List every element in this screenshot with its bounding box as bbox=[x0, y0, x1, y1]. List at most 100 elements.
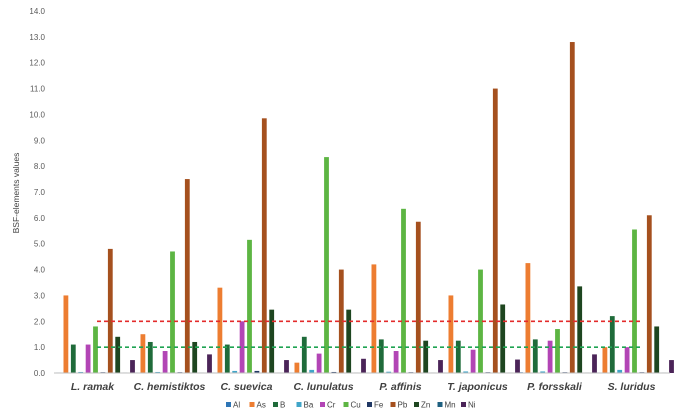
legend-label-ni: Ni bbox=[468, 401, 476, 410]
bar-cr-5 bbox=[393, 351, 399, 373]
bar-b-4 bbox=[301, 336, 307, 373]
bar-b-3 bbox=[224, 344, 230, 373]
legend-label-mn: Mn bbox=[445, 401, 456, 410]
legend-swatch-al bbox=[226, 402, 231, 407]
bars bbox=[56, 42, 674, 373]
legend-swatch-b bbox=[273, 402, 278, 407]
bar-pb-5 bbox=[415, 221, 421, 373]
bar-pb-4 bbox=[338, 269, 344, 373]
bar-zn-8 bbox=[654, 326, 660, 373]
bar-cr-7 bbox=[547, 340, 553, 373]
category-label: C. suevica bbox=[221, 381, 273, 393]
bar-ba-8 bbox=[617, 369, 623, 373]
bar-b-8 bbox=[609, 316, 615, 373]
bar-b-7 bbox=[532, 339, 538, 373]
bar-pb-6 bbox=[492, 88, 498, 373]
y-tick-label: 9.0 bbox=[34, 136, 46, 145]
legend-label-pb: Pb bbox=[398, 401, 408, 410]
y-tick-label: 4.0 bbox=[34, 266, 46, 275]
bar-zn-2 bbox=[192, 341, 198, 373]
bar-zn-7 bbox=[577, 286, 583, 373]
bar-fe-4 bbox=[331, 371, 337, 373]
category-labels: L. ramak C. hemistiktos C. suevica C. lunul… bbox=[71, 381, 656, 393]
bar-ba-6 bbox=[463, 371, 469, 373]
y-tick-label: 7.0 bbox=[34, 188, 46, 197]
y-tick-label: 12.0 bbox=[29, 59, 45, 68]
bar-ni-6 bbox=[515, 359, 520, 373]
bar-cu-2 bbox=[170, 251, 175, 373]
y-tick-label: 14.0 bbox=[29, 7, 45, 16]
bar-cu-8 bbox=[632, 229, 637, 373]
bar-pb-7 bbox=[569, 42, 575, 373]
reference-lines bbox=[97, 320, 642, 348]
category-label: C. lunulatus bbox=[293, 381, 353, 393]
category-label: T. japonicus bbox=[447, 381, 508, 393]
legend-swatch-ni bbox=[461, 402, 466, 407]
y-axis-label-group: BSF-elements values bbox=[11, 153, 21, 234]
bar-zn-1 bbox=[115, 336, 121, 373]
bar-cr-2 bbox=[162, 351, 168, 373]
y-tick-label: 10.0 bbox=[29, 110, 45, 119]
legend-swatch-pb bbox=[390, 402, 396, 407]
bar-cu-5 bbox=[401, 208, 406, 373]
legend-label-fe: Fe bbox=[374, 401, 384, 410]
legend-swatch-cr bbox=[320, 402, 325, 407]
y-axis-label: BSF-elements values bbox=[11, 153, 21, 234]
bar-as-4 bbox=[294, 362, 300, 373]
bar-cu-1 bbox=[93, 326, 98, 373]
bar-as-8 bbox=[602, 347, 608, 373]
legend-label-ba: Ba bbox=[304, 401, 314, 410]
bar-cr-3 bbox=[239, 321, 245, 373]
category-label: P. forsskali bbox=[527, 381, 583, 393]
bar-pb-3 bbox=[261, 118, 267, 373]
bar-ni-2 bbox=[207, 354, 212, 373]
bar-as-5 bbox=[371, 264, 377, 373]
bar-ba-5 bbox=[386, 371, 392, 373]
bar-zn-4 bbox=[346, 309, 352, 373]
legend-label-b: B bbox=[280, 401, 285, 410]
bar-b-1 bbox=[70, 344, 76, 373]
bar-ni-1 bbox=[130, 360, 135, 373]
bar-as-7 bbox=[525, 263, 531, 373]
bar-cr-6 bbox=[470, 349, 476, 373]
y-tick-label: 8.0 bbox=[34, 162, 46, 171]
y-tick-label: 13.0 bbox=[29, 33, 45, 42]
bar-as-2 bbox=[140, 334, 146, 373]
legend-swatch-zn bbox=[414, 402, 419, 407]
bar-zn-6 bbox=[500, 304, 506, 373]
bar-as-6 bbox=[448, 295, 454, 373]
legend: Al As B Ba Cr Cu Fe Pb Zn Mn Ni bbox=[226, 401, 476, 410]
bar-zn-5 bbox=[423, 340, 429, 373]
bar-ba-4 bbox=[309, 369, 315, 373]
legend-label-al: Al bbox=[233, 401, 240, 410]
y-ticks: 0.0 1.0 2.0 3.0 4.0 5.0 6.0 7.0 8.0 9.0 10.0 11.0 12… bbox=[29, 7, 45, 378]
bar-cu-6 bbox=[478, 269, 483, 373]
bar-ni-5 bbox=[438, 360, 443, 373]
y-tick-label: 0.0 bbox=[34, 369, 46, 378]
legend-label-cu: Cu bbox=[351, 401, 361, 410]
bar-ni-4 bbox=[361, 358, 366, 373]
category-label: L. ramak bbox=[71, 381, 115, 393]
bar-cr-1 bbox=[85, 344, 91, 373]
legend-label-cr: Cr bbox=[327, 401, 336, 410]
bar-ba-1 bbox=[78, 371, 84, 373]
bar-ni-7 bbox=[592, 354, 597, 373]
bar-cr-8 bbox=[624, 347, 630, 373]
legend-swatch-mn bbox=[437, 402, 443, 407]
legend-label-zn: Zn bbox=[421, 401, 430, 410]
y-tick-label: 1.0 bbox=[34, 343, 46, 352]
y-tick-label: 3.0 bbox=[34, 291, 46, 300]
bar-cu-7 bbox=[555, 329, 560, 373]
y-tick-label: 5.0 bbox=[34, 240, 46, 249]
y-tick-label: 11.0 bbox=[30, 85, 46, 94]
bar-as-1 bbox=[63, 295, 69, 373]
legend-label-as: As bbox=[257, 401, 266, 410]
bar-ni-8 bbox=[669, 360, 674, 373]
bar-fe-3 bbox=[254, 370, 260, 373]
y-tick-label: 2.0 bbox=[34, 317, 46, 326]
bar-pb-2 bbox=[184, 179, 190, 373]
bar-pb-1 bbox=[107, 248, 113, 373]
bar-ba-3 bbox=[232, 370, 238, 373]
category-label: S. luridus bbox=[608, 381, 656, 393]
